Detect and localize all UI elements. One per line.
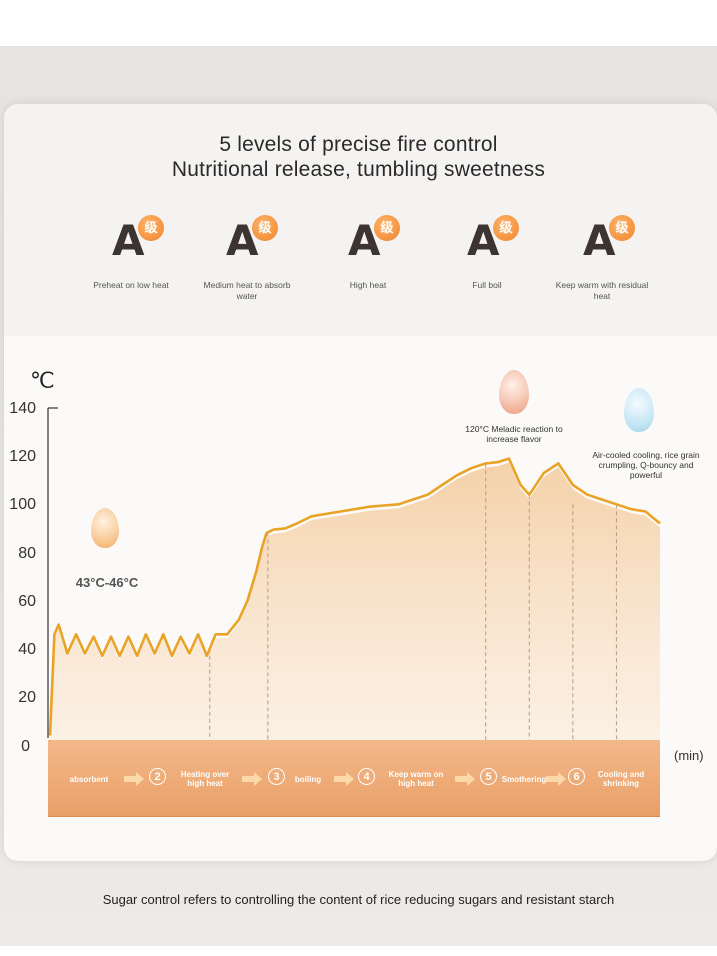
stage-5-label: Smothering [501,774,547,784]
peak-annotation: 120°C Meladic reaction to increase flavo… [465,424,563,444]
grade-sup-icon: 级 [138,215,164,241]
rice-grain-hot-icon [499,370,529,414]
stage-2-label: Heating over high heat [180,770,230,788]
footer-note: Sugar control refers to controlling the … [102,892,615,907]
level-2-label: Medium heat to absorb water [203,280,291,301]
y-tick-label: 120 [9,448,36,465]
y-tick-label: 20 [18,689,36,706]
card-top-panel [4,104,717,336]
temperature-area [50,462,660,745]
stage-4-number: 4 [358,768,375,785]
level-1-label: Preheat on low heat [93,280,169,290]
stage-6-label: Cooling and shrinking [597,770,645,788]
level-1-badge: A 级 [112,215,172,263]
rice-grain-warm-icon [91,508,119,548]
arrow-right-icon [455,772,475,786]
temperature-line [48,457,661,736]
title-line-1: 5 levels of precise fire control [219,133,498,156]
grade-sup-icon: 级 [609,215,635,241]
stage-2-number: 2 [149,768,166,785]
y-tick-label: 100 [9,496,36,513]
level-4-label: Full boil [472,280,502,290]
arrow-right-icon [124,772,144,786]
title-line-2: Nutritional release, tumbling sweetness [171,158,546,181]
grade-sup-icon: 级 [374,215,400,241]
level-3-label: High heat [349,280,387,290]
stage-6-number: 6 [568,768,585,785]
stage-3-number: 3 [268,768,285,785]
stage-5-number: 5 [480,768,497,785]
arrow-right-icon [242,772,262,786]
y-tick-label: 0 [21,738,30,755]
level-4-badge: A 级 [467,215,527,263]
low-temp-annotation: 43°C-46°C [75,575,139,590]
level-3-badge: A 级 [348,215,408,263]
level-2-badge: A 级 [226,215,286,263]
y-axis-unit: ℃ [30,368,55,393]
x-axis-unit: (min) [674,748,704,763]
level-5-badge: A 级 [583,215,643,263]
cooling-annotation: Air-cooled cooling, rice grain crumpling… [592,450,700,480]
rice-grain-cool-icon [624,388,654,432]
stage-3-label: boiling [294,774,322,784]
arrow-right-icon [334,772,354,786]
arrow-right-icon [546,772,566,786]
y-tick-label: 80 [18,545,36,562]
y-tick-label: 140 [9,400,36,417]
grade-sup-icon: 级 [252,215,278,241]
y-tick-label: 60 [18,593,36,610]
y-tick-label: 40 [18,641,36,658]
stage-4-label: Keep warm on high heat [388,770,444,788]
level-5-label: Keep warm with residual heat [555,280,649,301]
grade-sup-icon: 级 [493,215,519,241]
stage-1-label: absorbent [69,774,109,784]
